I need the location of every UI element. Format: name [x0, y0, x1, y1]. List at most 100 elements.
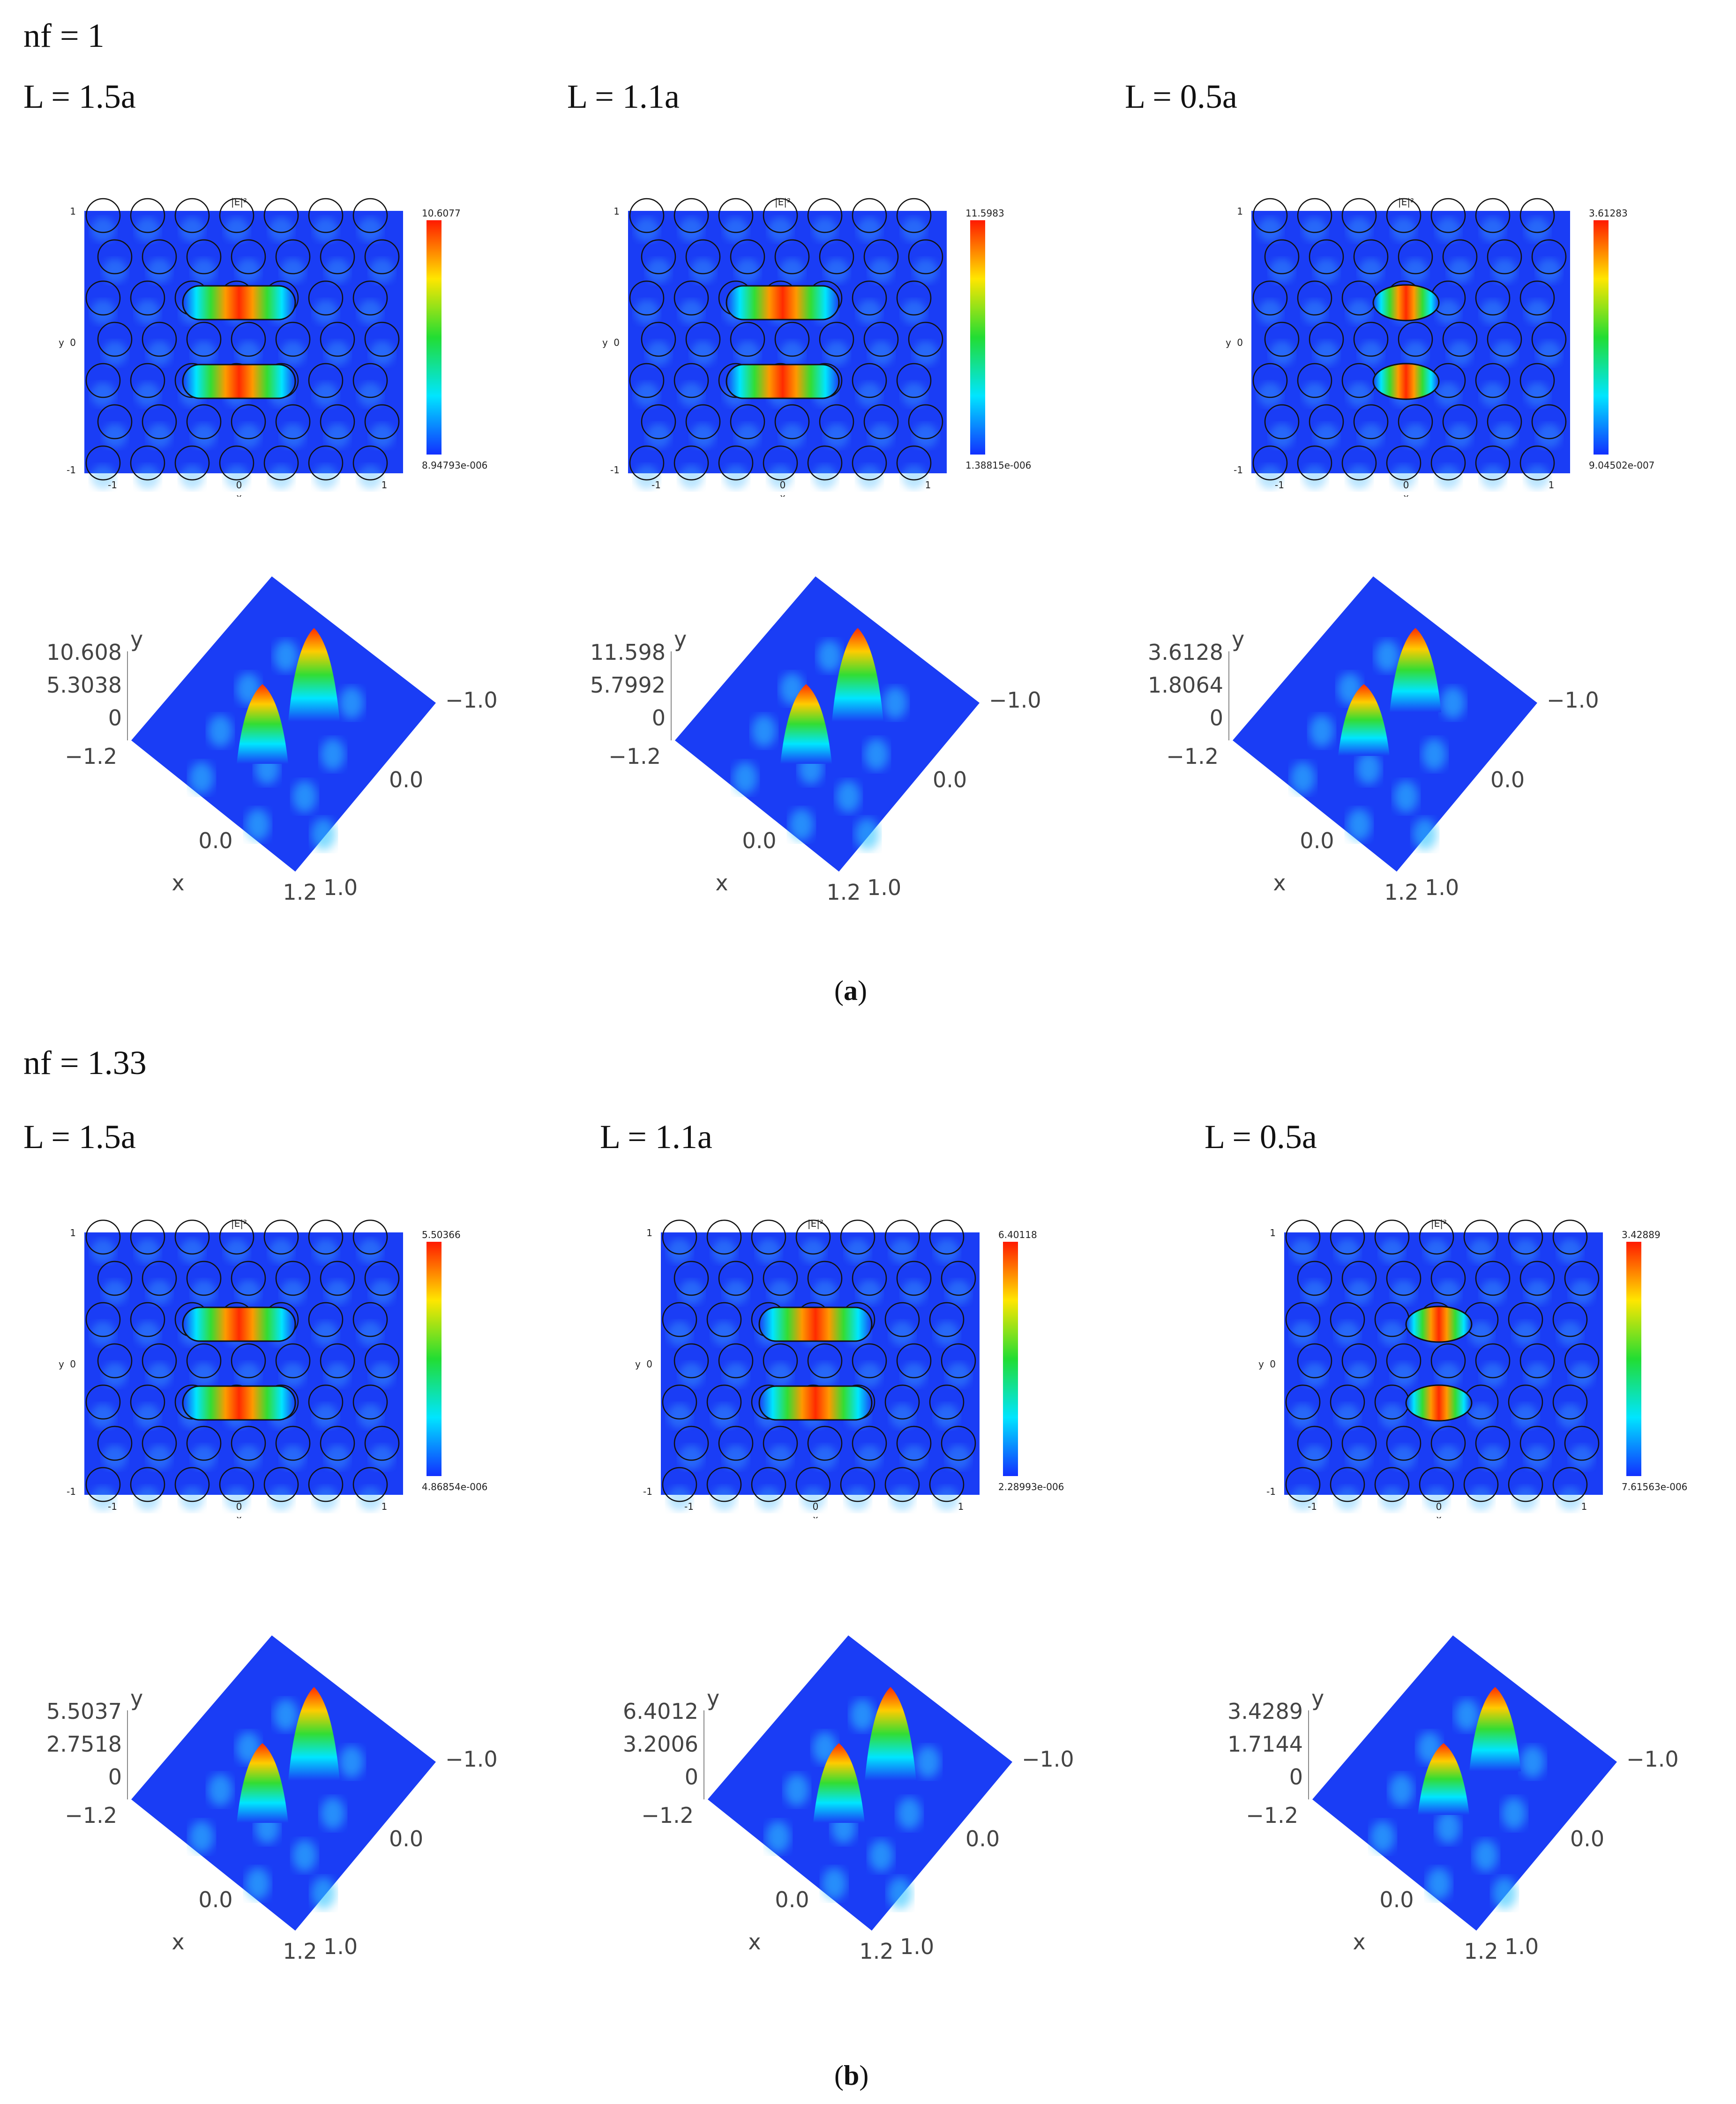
rod-circle: [231, 239, 266, 275]
field-map-svg: 1 0 -1 y -1 0 1 x |E|² 3.42889 7.61563e-006: [1258, 1218, 1687, 1518]
field-glow: [679, 465, 703, 489]
rod-circle: [1519, 363, 1555, 398]
field-glow: [1302, 300, 1327, 324]
field-glow: [1525, 300, 1549, 324]
surface-bump: [321, 739, 345, 770]
y-tick-mid: 0: [70, 337, 76, 348]
l-label: L = 1.5a: [23, 1118, 136, 1156]
rod-circle: [763, 1425, 798, 1461]
field-glow: [813, 1445, 837, 1470]
field-map-2d: 1 0 -1 y -1 0 1 x |E|² 11.5983 1.38815e-006: [591, 187, 1059, 497]
rod-circle: [706, 1384, 742, 1420]
surface-bump: [1427, 1868, 1451, 1900]
field-glow: [1481, 465, 1505, 489]
x-tick-right: 1: [1549, 479, 1555, 491]
field-map-2d: 1 0 -1 y -1 0 1 x |E|² 3.61283 9.04502e-007: [1214, 187, 1683, 497]
surface-plane: [1233, 576, 1537, 872]
field-peak: [237, 684, 288, 764]
field-peak: [780, 684, 832, 764]
field-glow: [724, 465, 748, 489]
y-tick-max-3d: 1.0: [1425, 875, 1459, 900]
field-glow: [1492, 259, 1517, 283]
rod-circle: [941, 1343, 976, 1379]
rod-circle: [174, 1467, 210, 1502]
field-glow: [902, 1363, 926, 1387]
field-glow: [358, 1239, 382, 1263]
rod-circle: [219, 445, 254, 481]
rod-circle: [130, 1219, 165, 1255]
field-glow: [1492, 341, 1517, 366]
z-tick: 0: [685, 1764, 698, 1790]
rod-circle: [1309, 321, 1344, 357]
field-glow: [192, 1363, 216, 1387]
field-glow: [857, 1280, 882, 1305]
rod-circle: [807, 1343, 843, 1379]
field-glow: [281, 1280, 305, 1305]
field-glow: [801, 1239, 825, 1263]
field-glow: [370, 1363, 394, 1387]
field-glow: [314, 1486, 338, 1511]
rod-circle: [1552, 1219, 1588, 1255]
rod-circle: [774, 239, 810, 275]
field-glow: [1436, 217, 1460, 242]
axis-left-tick: −1.2: [65, 744, 117, 769]
field-glow: [890, 1486, 914, 1511]
field-peak: [1338, 684, 1390, 756]
field-glow: [281, 341, 305, 366]
surface-bump: [1422, 739, 1446, 770]
map-title: |E|²: [775, 196, 791, 208]
y-tick-mid-3d: 0.0: [389, 767, 423, 792]
field-glow: [192, 341, 216, 366]
field-glow: [1347, 300, 1371, 324]
z-tick: 0: [1210, 705, 1223, 731]
x-tick-right: 1: [382, 1501, 388, 1512]
surface-bump: [883, 687, 907, 719]
cavity-mode: [1372, 284, 1440, 321]
rod-circle: [186, 239, 222, 275]
z-tick: 0: [652, 705, 666, 731]
surface-bump: [855, 818, 879, 850]
caption-b: (b): [834, 2060, 869, 2091]
surface-plane: [131, 576, 436, 872]
rod-circle: [231, 1425, 266, 1461]
rod-circle: [142, 1425, 177, 1461]
rod-circle: [186, 1425, 222, 1461]
field-glow: [691, 259, 715, 283]
field-glow: [358, 300, 382, 324]
rod-circle: [1531, 404, 1567, 440]
field-glow: [91, 1404, 115, 1428]
field-glow: [236, 424, 261, 448]
y-tick-top: 1: [614, 206, 620, 217]
field-glow: [1314, 424, 1339, 448]
rod-circle: [85, 1467, 121, 1502]
rod-circle: [1341, 198, 1377, 233]
rod-circle: [763, 445, 798, 481]
field-glow: [635, 300, 659, 324]
rod-circle: [629, 363, 665, 398]
field-glow: [1347, 1445, 1371, 1470]
field-glow: [813, 465, 837, 489]
surface-bump: [189, 1821, 214, 1853]
rod-circle: [1285, 1219, 1321, 1255]
rod-circle: [320, 1425, 355, 1461]
rod-circle: [320, 1261, 355, 1296]
surface-bump: [1389, 1774, 1414, 1806]
field-glow: [1335, 1321, 1360, 1346]
surface-3d: 5.5037 2.7518 0 y −1.2 0.0 1.2 x −1.0 0.0 1.0: [23, 1593, 539, 1996]
rod-circle: [751, 1467, 786, 1502]
z-tick: 0: [1289, 1764, 1303, 1790]
rod-circle: [730, 239, 765, 275]
rod-circle: [308, 1219, 344, 1255]
rod-circle: [774, 404, 810, 440]
field-glow: [1302, 1445, 1327, 1470]
field-glow: [813, 1363, 837, 1387]
surface-3d: 6.4012 3.2006 0 y −1.2 0.0 1.2 x −1.0 0.0 1.0: [600, 1593, 1115, 1996]
y-tick-mid: 0: [614, 337, 620, 348]
surface-bump: [1309, 715, 1334, 747]
map-title: |E|²: [231, 196, 247, 208]
field-glow: [890, 1404, 914, 1428]
rod-circle: [852, 1343, 887, 1379]
rod-circle: [1430, 445, 1466, 481]
axis-left-tick: −1.2: [1166, 744, 1219, 769]
rod-circle: [1419, 1219, 1454, 1255]
